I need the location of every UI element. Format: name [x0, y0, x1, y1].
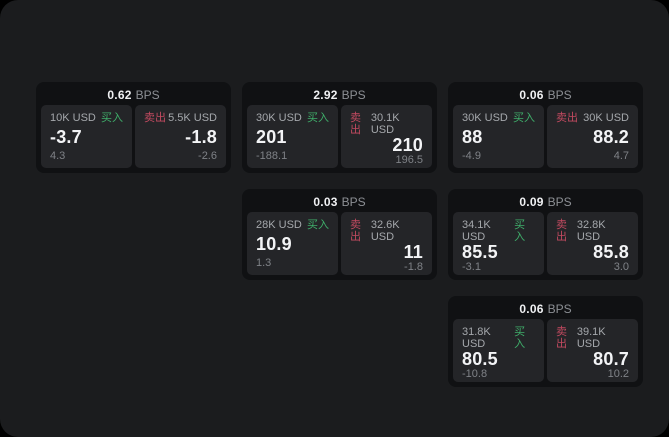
card-header: 2.92 BPS: [242, 82, 437, 105]
card-header: 0.62 BPS: [36, 82, 231, 105]
sell-panel[interactable]: 卖出 32.8K USD 85.8 3.0: [547, 212, 638, 275]
sell-price: 85.8: [593, 242, 629, 263]
quote-panels: 30K USD 买入 201 -188.1 卖出 30.1K USD 210 1…: [242, 105, 437, 173]
quote-card-2: 2.92 BPS 30K USD 买入 201 -188.1 卖出 30.1K …: [242, 82, 437, 173]
buy-sub-value: 4.3: [50, 149, 66, 162]
bps-value: 0.06: [519, 88, 544, 102]
card-header: 0.06 BPS: [448, 82, 643, 105]
buy-amount: 30K USD: [256, 112, 302, 124]
buy-price: 10.9: [256, 234, 292, 254]
sell-amount: 30.1K USD: [370, 112, 400, 137]
sell-sub-value: -1.8: [404, 261, 423, 274]
sell-side-label: 卖出: [350, 219, 361, 244]
sell-panel[interactable]: 卖出 5.5K USD -1.8 -2.6: [135, 105, 226, 168]
sell-amount: 30K USD: [583, 112, 629, 124]
bps-unit-label: BPS: [135, 88, 160, 102]
buy-price: -3.7: [50, 127, 82, 147]
buy-price: 201: [256, 127, 287, 147]
quote-card-5: 0.09 BPS 34.1K USD 买入 85.5 -3.1 卖出 32.8K…: [448, 189, 643, 280]
sell-price: 80.7: [593, 349, 629, 370]
buy-amount: 30K USD: [462, 112, 508, 124]
sell-panel[interactable]: 卖出 39.1K USD 80.7 10.2: [547, 319, 638, 382]
buy-price: 88: [462, 127, 483, 147]
sell-side-label: 卖出: [556, 326, 567, 351]
buy-sub-value: -3.1: [462, 261, 481, 274]
sell-amount: 32.6K USD: [370, 219, 400, 244]
quote-panels: 31.8K USD 买入 80.5 -10.8 卖出 39.1K USD 80.…: [448, 319, 643, 387]
buy-sub-value: 1.3: [256, 256, 272, 269]
buy-sub-value: -4.9: [462, 149, 481, 162]
buy-side-label: 买入: [513, 112, 535, 124]
sell-price: -1.8: [185, 127, 217, 147]
bps-unit-label: BPS: [341, 195, 366, 209]
quote-panels: 30K USD 买入 88 -4.9 卖出 30K USD 88.2 4.7: [448, 105, 643, 173]
sell-sub-value: -2.6: [198, 149, 217, 162]
buy-amount: 34.1K USD: [462, 219, 491, 244]
buy-panel[interactable]: 30K USD 买入 88 -4.9: [453, 105, 544, 168]
sell-panel[interactable]: 卖出 30K USD 88.2 4.7: [547, 105, 638, 168]
quote-panels: 28K USD 买入 10.9 1.3 卖出 32.6K USD 11 -1.8: [242, 212, 437, 280]
bps-value: 2.92: [313, 88, 338, 102]
bps-value: 0.62: [107, 88, 132, 102]
quote-panels: 34.1K USD 买入 85.5 -3.1 卖出 32.8K USD 85.8…: [448, 212, 643, 280]
sell-side-label: 卖出: [556, 219, 567, 244]
bps-unit-label: BPS: [547, 195, 572, 209]
bps-value: 0.03: [313, 195, 338, 209]
buy-sub-value: -10.8: [462, 368, 488, 381]
sell-amount: 39.1K USD: [576, 326, 606, 351]
sell-sub-value: 4.7: [613, 149, 629, 162]
sell-panel[interactable]: 卖出 32.6K USD 11 -1.8: [341, 212, 432, 275]
bps-unit-label: BPS: [547, 88, 572, 102]
buy-panel[interactable]: 10K USD 买入 -3.7 4.3: [41, 105, 132, 168]
sell-panel[interactable]: 卖出 30.1K USD 210 196.5: [341, 105, 432, 168]
bps-value: 0.09: [519, 195, 544, 209]
quote-card-1: 0.62 BPS 10K USD 买入 -3.7 4.3 卖出 5.5K USD…: [36, 82, 231, 173]
card-header: 0.06 BPS: [448, 296, 643, 319]
card-header: 0.09 BPS: [448, 189, 643, 212]
buy-price: 80.5: [462, 349, 498, 370]
bps-unit-label: BPS: [547, 302, 572, 316]
buy-side-label: 买入: [514, 326, 526, 351]
quote-panels: 10K USD 买入 -3.7 4.3 卖出 5.5K USD -1.8 -2.…: [36, 105, 231, 173]
buy-panel[interactable]: 30K USD 买入 201 -188.1: [247, 105, 338, 168]
sell-side-label: 卖出: [556, 112, 578, 124]
buy-amount: 10K USD: [50, 112, 96, 124]
buy-amount: 28K USD: [256, 219, 302, 231]
sell-price: 11: [403, 242, 423, 263]
sell-side-label: 卖出: [144, 112, 166, 124]
quote-card-4: 0.03 BPS 28K USD 买入 10.9 1.3 卖出 32.6K US…: [242, 189, 437, 280]
buy-amount: 31.8K USD: [462, 326, 491, 351]
sell-sub-value: 3.0: [613, 261, 629, 274]
buy-panel[interactable]: 28K USD 买入 10.9 1.3: [247, 212, 338, 275]
buy-side-label: 买入: [101, 112, 123, 124]
bps-unit-label: BPS: [341, 88, 366, 102]
quote-card-6: 0.06 BPS 31.8K USD 买入 80.5 -10.8 卖出 39.1…: [448, 296, 643, 387]
buy-panel[interactable]: 31.8K USD 买入 80.5 -10.8: [453, 319, 544, 382]
buy-panel[interactable]: 34.1K USD 买入 85.5 -3.1: [453, 212, 544, 275]
card-header: 0.03 BPS: [242, 189, 437, 212]
sell-sub-value: 196.5: [395, 154, 423, 167]
buy-price: 85.5: [462, 242, 498, 263]
buy-side-label: 买入: [307, 219, 329, 231]
buy-side-label: 买入: [514, 219, 526, 244]
sell-price: 210: [392, 135, 423, 156]
sell-amount: 32.8K USD: [576, 219, 606, 244]
buy-sub-value: -188.1: [256, 149, 288, 162]
buy-side-label: 买入: [307, 112, 329, 124]
bps-value: 0.06: [519, 302, 544, 316]
sell-amount: 5.5K USD: [168, 112, 217, 124]
sell-sub-value: 10.2: [607, 368, 629, 381]
quote-card-3: 0.06 BPS 30K USD 买入 88 -4.9 卖出 30K USD 8…: [448, 82, 643, 173]
sell-side-label: 卖出: [350, 112, 361, 137]
sell-price: 88.2: [593, 127, 629, 147]
